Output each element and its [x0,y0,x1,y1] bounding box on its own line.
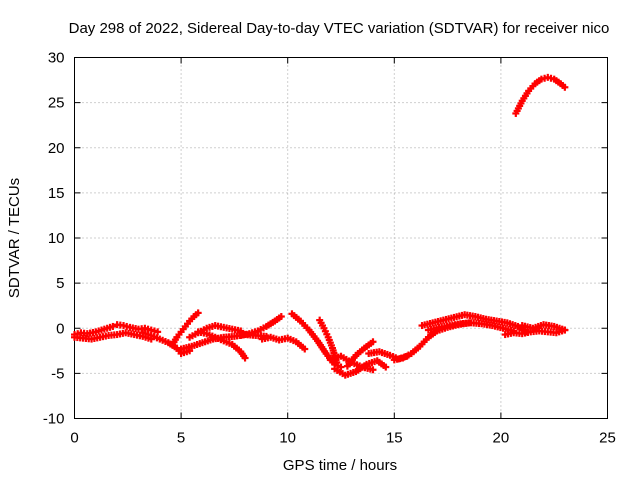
series-arc-3 [139,329,194,358]
y-tick-label: 25 [48,95,65,112]
series-arc-20 [518,321,569,334]
series-arc-8 [237,313,285,339]
series-arc-7 [194,328,249,362]
y-tick-label: 10 [48,230,65,247]
y-tick-label: 15 [48,185,65,202]
x-axis: 0 5 10 15 20 25 [70,57,616,447]
y-tick-label: -10 [43,411,65,428]
y-tick-label: 30 [48,50,65,67]
x-tick-label: 5 [177,430,185,447]
x-axis-label: GPS time / hours [283,457,397,474]
series-arc-2 [71,329,155,343]
series-arc-10 [288,310,345,371]
x-tick-label: 10 [279,430,296,447]
series-arc-9 [258,333,309,353]
series-arc-14 [343,338,377,370]
y-tick-label: 20 [48,140,65,157]
y-axis: -10 -5 0 5 10 15 20 25 30 [43,50,608,428]
y-axis-label: SDTVAR / TECUs [6,178,23,298]
series-arc-13 [331,357,390,379]
series-arc-4 [169,309,202,348]
y-tick-label: 0 [56,320,64,337]
data-points [71,73,569,379]
x-tick-label: 20 [493,430,510,447]
y-tick-label: -5 [51,365,64,382]
y-tick-label: 5 [56,275,64,292]
x-tick-label: 25 [599,430,616,447]
x-tick-label: 15 [386,430,403,447]
series-arc-21 [512,73,569,117]
x-tick-label: 0 [70,430,78,447]
chart-title: Day 298 of 2022, Sidereal Day-to-day VTE… [69,20,610,37]
